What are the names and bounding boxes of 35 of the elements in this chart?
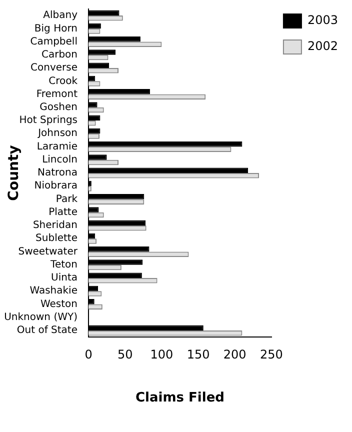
- y-tick-label: Teton: [50, 259, 78, 270]
- x-tick-label: 150: [186, 347, 210, 362]
- y-tick-label: Sweetwater: [18, 246, 78, 258]
- y-tick-label: Crook: [48, 76, 78, 87]
- x-tick-label: 0: [84, 347, 92, 362]
- legend-label: 2002: [307, 39, 338, 54]
- y-tick-label: Park: [56, 194, 78, 205]
- y-tick-label: Niobrara: [34, 180, 78, 192]
- x-axis-title: Claims Filed: [136, 390, 224, 406]
- x-tick-label: 250: [260, 347, 283, 362]
- y-tick-label: Johnson: [37, 128, 78, 140]
- y-tick-label: Carbon: [41, 50, 78, 61]
- y-tick-label: Campbell: [30, 36, 78, 48]
- y-tick-label: Platte: [48, 206, 78, 218]
- x-tick-label: 100: [150, 347, 174, 362]
- y-tick-label: Albany: [43, 10, 78, 22]
- x-tick-label: 200: [223, 347, 246, 362]
- y-tick-label: Laramie: [36, 141, 78, 152]
- x-tick-label: 50: [117, 347, 133, 362]
- y-tick-label: Fremont: [36, 88, 78, 100]
- y-tick-label: Lincoln: [42, 154, 78, 166]
- y-tick-label: Unknown (WY): [4, 312, 78, 323]
- legend-label: 2003: [307, 13, 338, 28]
- y-axis-title: County: [6, 145, 22, 201]
- y-tick-label: Uinta: [51, 272, 78, 284]
- y-tick-label: Weston: [40, 298, 78, 310]
- y-tick-label: Big Horn: [34, 23, 78, 34]
- y-tick-label: Converse: [30, 62, 78, 74]
- y-tick-label: Hot Springs: [19, 115, 78, 126]
- y-tick-label: Out of State: [16, 325, 78, 336]
- y-tick-label: Sublette: [36, 233, 78, 244]
- y-tick-label: Natrona: [37, 168, 78, 179]
- y-tick-label: Sheridan: [32, 220, 78, 232]
- y-tick-label: Goshen: [40, 102, 78, 113]
- y-tick-label: Washakie: [30, 286, 78, 297]
